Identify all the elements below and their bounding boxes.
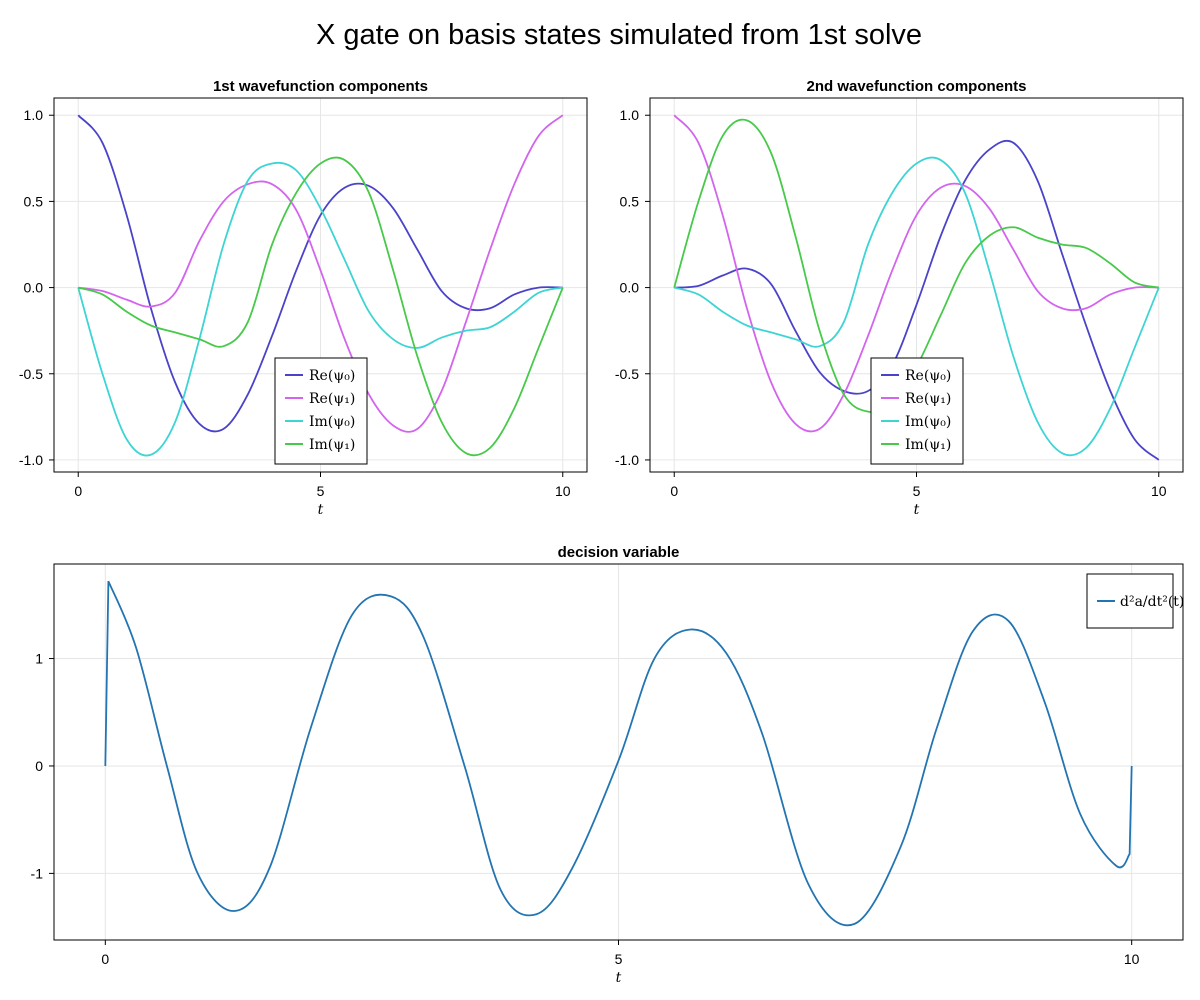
panel1-series-1-line <box>78 114 564 433</box>
panel3-y-tick-label: -1 <box>31 865 44 881</box>
panel1-legend-label-0: Re(ψ₀) <box>309 368 355 384</box>
panel1-series-0-line <box>77 114 563 433</box>
panel2-legend-label-3: Im(ψ₁) <box>905 437 951 453</box>
panel3-x-tick-label: 10 <box>1124 951 1140 967</box>
panel2-series-1-line <box>673 114 1159 433</box>
panel1-x-tick-label: 5 <box>317 483 325 499</box>
panel1-legend-label-3: Im(ψ₁) <box>309 437 355 453</box>
panel2-y-tick-label: 0.0 <box>620 280 640 296</box>
panel2-legend-label-2: Im(ψ₀) <box>905 414 951 430</box>
panel1-series-3-line <box>77 156 564 457</box>
panel1-x-tick-label: 0 <box>74 483 82 499</box>
panel2-y-tick-label: 1.0 <box>620 107 640 123</box>
panel1-legend: Re(ψ₀) Re(ψ₁) Im(ψ₀) Im(ψ₁) <box>274 357 368 465</box>
panel1-title: 1st wavefunction components <box>213 78 428 95</box>
panel1-y-tick-label: -0.5 <box>19 366 43 382</box>
panel1-series-2-line <box>77 161 563 457</box>
panel2-legend-label-1: Re(ψ₁) <box>905 391 951 407</box>
panel2-series-2-line <box>673 156 1160 457</box>
figure-title: X gate on basis states simulated from 1s… <box>316 19 922 51</box>
panel3-series-group <box>104 580 1133 927</box>
panel2-legend-label-0: Re(ψ₀) <box>905 368 951 384</box>
panel1-x-tick-label: 10 <box>555 483 571 499</box>
panel3-title: decision variable <box>558 544 680 561</box>
panel2-x-tick-label: 10 <box>1151 483 1167 499</box>
panel3-axes: decision variable 0 5 10 -1 0 1 t d²a/dt²(t) <box>31 544 1185 986</box>
panel3-x-tick-label: 5 <box>615 951 623 967</box>
panel2-x-axis-label: t <box>914 502 920 518</box>
panel1-y-tick-label: 0.0 <box>24 280 44 296</box>
panel1-axes: 1st wavefunction components 0 5 10 -1.0 -0.5 0… <box>19 78 588 518</box>
panel1-legend-label-2: Im(ψ₀) <box>309 414 355 430</box>
panel2-x-tick-label: 0 <box>670 483 678 499</box>
panel2-y-tick-label: 0.5 <box>620 193 640 209</box>
panel3-legend: d²a/dt²(t) <box>1086 573 1184 629</box>
panel1-y-tick-label: -1.0 <box>19 452 43 468</box>
panel1-legend-label-1: Re(ψ₁) <box>309 391 355 407</box>
panel2-y-tick-label: -0.5 <box>615 366 639 382</box>
panel3-x-tick-label: 0 <box>101 951 109 967</box>
panel2-axes: 2nd wavefunction components 0 5 10 -1.0 -0.5 0… <box>615 78 1184 518</box>
panel3-legend-label: d²a/dt²(t) <box>1120 594 1184 610</box>
panel1-series-group <box>77 114 564 457</box>
panel3-x-axis-label: t <box>616 970 622 986</box>
panel1-y-tick-label: 0.5 <box>24 193 44 209</box>
panel3-series-0-line <box>104 580 1133 927</box>
panel2-series-0-line <box>674 139 1160 461</box>
panel2-legend: Re(ψ₀) Re(ψ₁) Im(ψ₀) Im(ψ₁) <box>870 357 964 465</box>
panel1-x-axis-label: t <box>318 502 324 518</box>
panel3-y-tick-label: 1 <box>35 651 43 667</box>
panel1-y-tick-label: 1.0 <box>24 107 44 123</box>
panel2-x-tick-label: 5 <box>913 483 921 499</box>
panel2-y-tick-label: -1.0 <box>615 452 639 468</box>
panel2-title: 2nd wavefunction components <box>806 78 1026 95</box>
panel3-y-tick-label: 0 <box>35 758 43 774</box>
